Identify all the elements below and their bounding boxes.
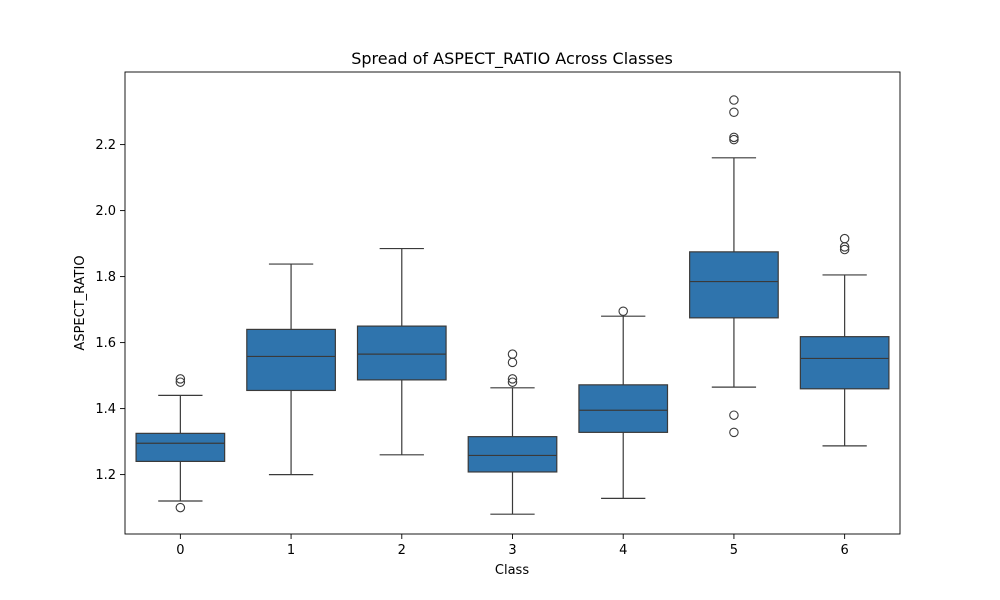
- outlier-point: [729, 132, 739, 143]
- x-axis-title: Class: [495, 563, 529, 578]
- outlier-point: [839, 233, 850, 244]
- y-tick-label: 1.4: [95, 402, 116, 417]
- outlier-point: [175, 377, 186, 387]
- iqr-box: [467, 436, 558, 473]
- outlier-point: [507, 374, 518, 384]
- y-axis: 1.2 1.4 1.6 1.8 2.0 2.2: [95, 138, 125, 483]
- x-axis: 0 1 2 3 4 5 6: [176, 534, 849, 558]
- box-group-class-6: [799, 233, 890, 447]
- outlier-point: [507, 357, 518, 368]
- y-axis-title: ASPECT_RATIO: [73, 255, 88, 350]
- y-tick-label: 2.0: [95, 204, 116, 219]
- iqr-box: [578, 384, 669, 433]
- box-group-class-0: [135, 374, 226, 513]
- boxes-layer: [135, 95, 890, 515]
- y-tick-label: 1.2: [95, 468, 116, 483]
- x-tick-label: 6: [841, 543, 849, 558]
- y-tick-label: 1.8: [95, 270, 116, 285]
- iqr-box: [135, 432, 226, 463]
- chart-title: Spread of ASPECT_RATIO Across Classes: [351, 49, 673, 69]
- x-tick-label: 2: [398, 543, 406, 558]
- x-tick-label: 5: [730, 543, 738, 558]
- x-tick-label: 0: [176, 543, 184, 558]
- x-tick-label: 3: [508, 543, 516, 558]
- outlier-point: [839, 244, 850, 255]
- y-tick-label: 1.6: [95, 336, 116, 351]
- y-tick-label: 2.2: [95, 138, 116, 153]
- outlier-point: [175, 374, 186, 384]
- outlier-point: [839, 242, 850, 252]
- outlier-point: [618, 306, 628, 316]
- box-group-class-2: [356, 247, 447, 456]
- x-tick-label: 1: [287, 543, 295, 558]
- box-group-class-4: [578, 306, 669, 499]
- iqr-box: [799, 336, 890, 390]
- box-group-class-3: [467, 349, 558, 515]
- iqr-box: [246, 328, 336, 392]
- x-tick-label: 4: [619, 543, 627, 558]
- box-group-class-5: [689, 95, 779, 438]
- outlier-point: [507, 377, 518, 387]
- outlier-point: [729, 95, 739, 105]
- outlier-point: [729, 107, 739, 118]
- outlier-point: [175, 502, 186, 513]
- outlier-point: [729, 427, 739, 438]
- iqr-box: [689, 251, 779, 319]
- box-group-class-1: [246, 263, 336, 476]
- outlier-point: [507, 349, 518, 359]
- outlier-point: [729, 134, 739, 145]
- iqr-box: [356, 325, 447, 381]
- outlier-point: [729, 410, 739, 420]
